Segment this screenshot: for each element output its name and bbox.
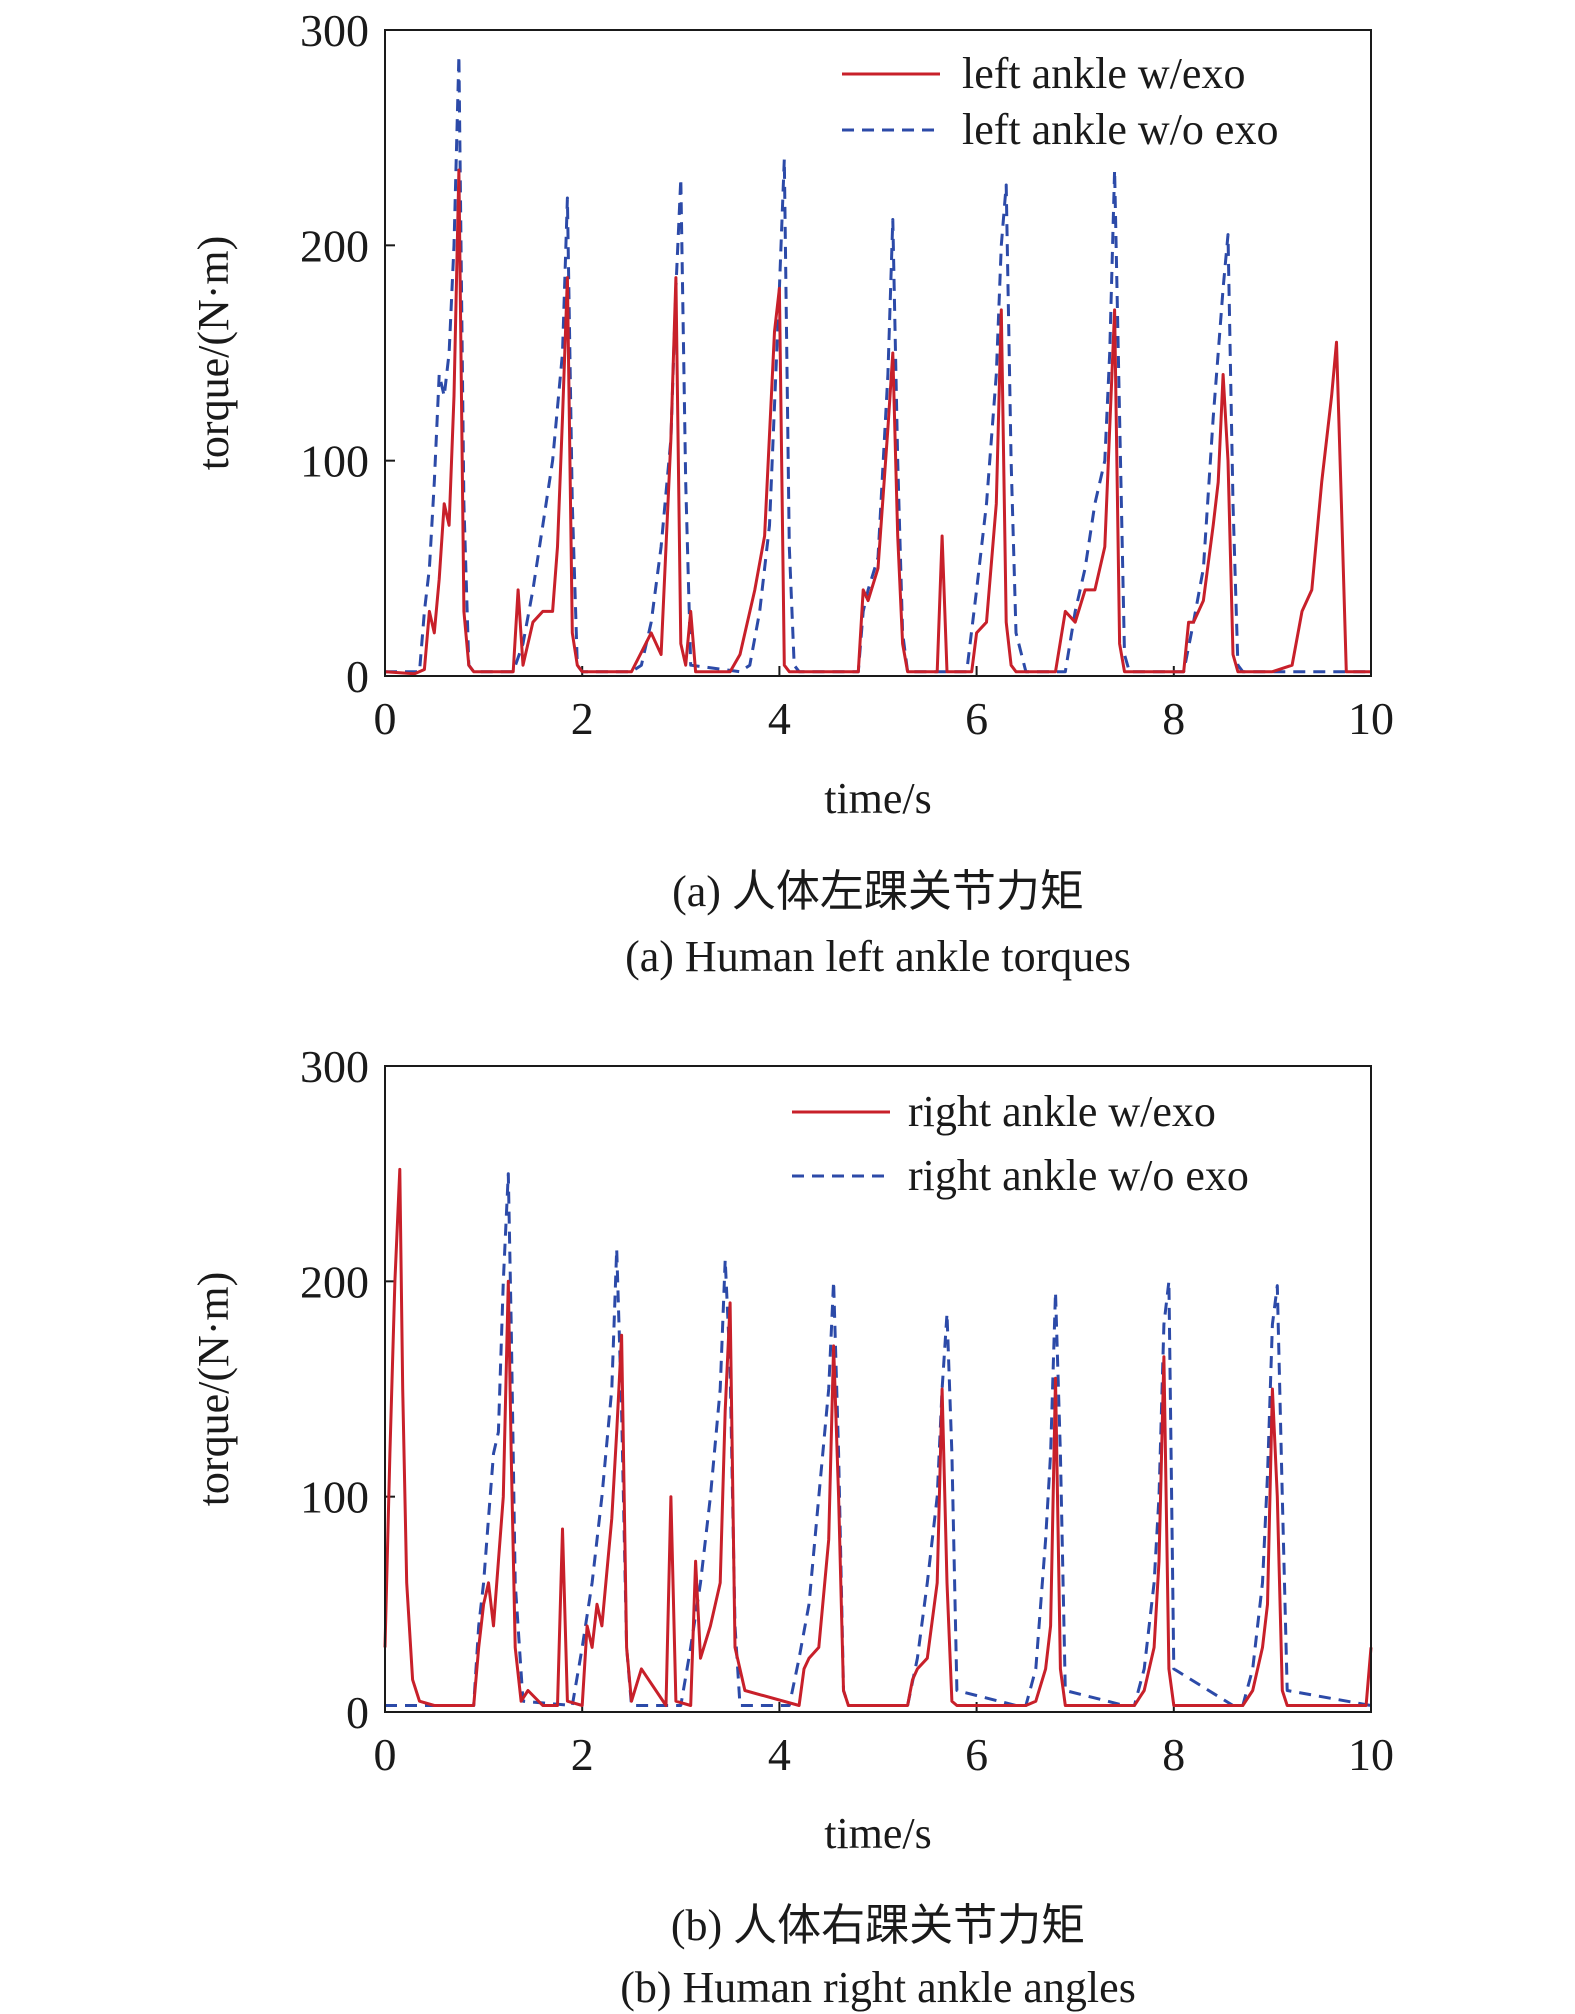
caption-cn: (b) 人体右踝关节力矩 [671, 1901, 1085, 1950]
y-tick-label: 0 [346, 651, 369, 702]
x-tick-label: 8 [1162, 1729, 1185, 1780]
x-tick-label: 4 [768, 693, 791, 744]
y-axis-label: torque/(N·m) [189, 236, 238, 471]
x-tick-label: 10 [1348, 693, 1394, 744]
y-tick-label: 100 [300, 1472, 369, 1523]
x-tick-label: 4 [768, 1729, 791, 1780]
data-lines [383, 1167, 1373, 1707]
x-tick-label: 2 [571, 693, 594, 744]
x-tick-label: 6 [965, 693, 988, 744]
legend: left ankle w/exo left ankle w/o exo [842, 49, 1278, 154]
caption-cn: (a) 人体左踝关节力矩 [672, 867, 1084, 916]
x-tick-label: 8 [1162, 693, 1185, 744]
x-tick-label: 10 [1348, 1729, 1394, 1780]
legend-entry: right ankle w/exo [908, 1087, 1216, 1136]
x-axis-label: time/s [824, 774, 932, 823]
series-line [385, 1172, 1372, 1707]
x-tick-label: 6 [965, 1729, 988, 1780]
y-tick-label: 300 [300, 5, 369, 56]
y-tick-label: 200 [300, 220, 369, 271]
y-tick-label: 300 [300, 1041, 369, 1092]
x-axis-label: time/s [824, 1809, 932, 1858]
legend-entry: left ankle w/o exo [962, 105, 1278, 154]
legend: right ankle w/exo right ankle w/o exo [792, 1087, 1249, 1200]
plot-frame [384, 29, 1372, 677]
y-tick-label: 200 [300, 1256, 369, 1307]
x-tick-label: 0 [374, 693, 397, 744]
y-tick-label: 0 [346, 1687, 369, 1738]
caption-en: (b) Human right ankle angles [620, 1963, 1136, 2012]
data-lines [384, 54, 1371, 676]
caption-en: (a) Human left ankle torques [625, 932, 1131, 981]
legend-entry: left ankle w/exo [962, 49, 1245, 98]
legend-entry: right ankle w/o exo [908, 1151, 1249, 1200]
y-axis-label: torque/(N·m) [189, 1272, 238, 1507]
x-tick-label: 0 [374, 1729, 397, 1780]
plot-frame [384, 1065, 1372, 1713]
series-line [384, 168, 1371, 676]
x-tick-label: 2 [571, 1729, 594, 1780]
series-line [383, 1167, 1373, 1707]
y-tick-label: 100 [300, 436, 369, 487]
